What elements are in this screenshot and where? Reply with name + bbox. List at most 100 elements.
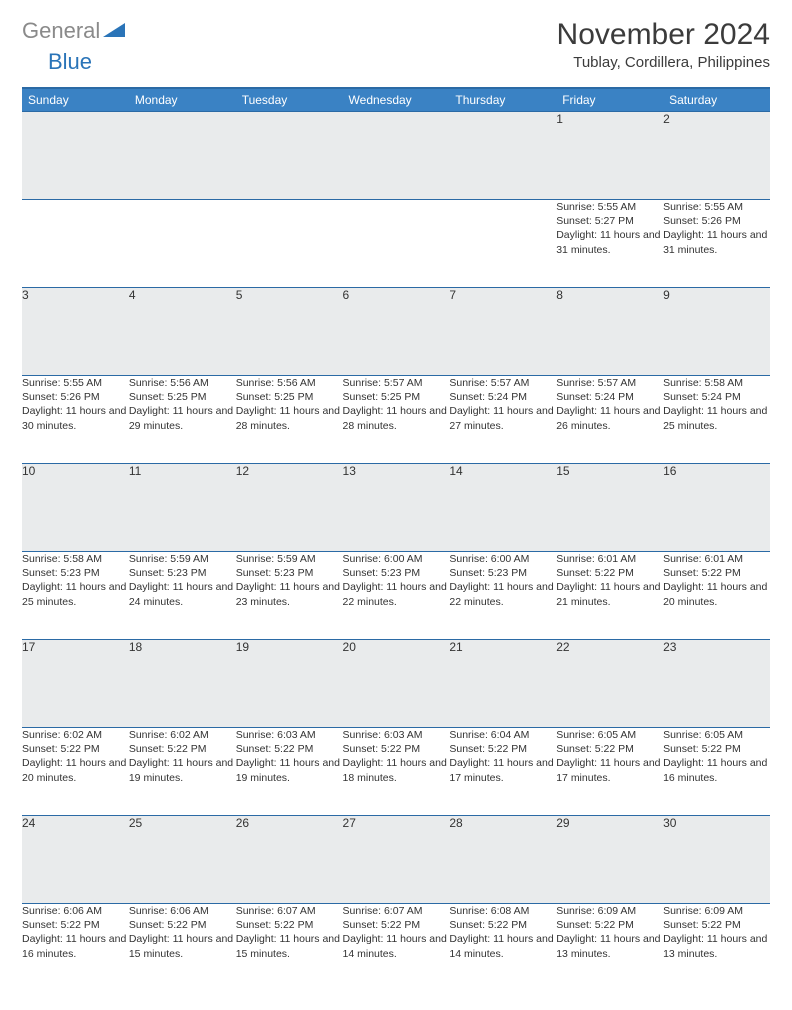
content-row: Sunrise: 5:55 AMSunset: 5:27 PMDaylight:… [22, 200, 770, 288]
sunrise-line: Sunrise: 5:56 AM [129, 376, 236, 390]
sunrise-line: Sunrise: 6:07 AM [236, 904, 343, 918]
day-number-cell: 5 [236, 288, 343, 376]
day-content-cell: Sunrise: 5:56 AMSunset: 5:25 PMDaylight:… [236, 376, 343, 464]
sunset-line: Sunset: 5:23 PM [343, 566, 450, 580]
daylight-line: Daylight: 11 hours and 15 minutes. [236, 932, 343, 960]
sunset-line: Sunset: 5:22 PM [449, 918, 556, 932]
sunrise-line: Sunrise: 6:02 AM [22, 728, 129, 742]
day-content-cell: Sunrise: 6:07 AMSunset: 5:22 PMDaylight:… [343, 904, 450, 992]
sunrise-line: Sunrise: 6:02 AM [129, 728, 236, 742]
daynum-row: 10111213141516 [22, 464, 770, 552]
sunset-line: Sunset: 5:27 PM [556, 214, 663, 228]
sunrise-line: Sunrise: 6:06 AM [22, 904, 129, 918]
daylight-line: Daylight: 11 hours and 25 minutes. [663, 404, 770, 432]
day-content-cell: Sunrise: 6:03 AMSunset: 5:22 PMDaylight:… [236, 728, 343, 816]
day-number-cell: 26 [236, 816, 343, 904]
sunrise-line: Sunrise: 6:01 AM [556, 552, 663, 566]
day-number-cell: 30 [663, 816, 770, 904]
day-content-cell [449, 200, 556, 288]
weekday-sun: Sunday [22, 88, 129, 112]
daylight-line: Daylight: 11 hours and 17 minutes. [556, 756, 663, 784]
day-content-cell: Sunrise: 5:55 AMSunset: 5:26 PMDaylight:… [22, 376, 129, 464]
daylight-line: Daylight: 11 hours and 25 minutes. [22, 580, 129, 608]
sunset-line: Sunset: 5:22 PM [129, 918, 236, 932]
sunrise-line: Sunrise: 6:03 AM [343, 728, 450, 742]
daylight-line: Daylight: 11 hours and 27 minutes. [449, 404, 556, 432]
day-content-cell [343, 200, 450, 288]
daylight-line: Daylight: 11 hours and 15 minutes. [129, 932, 236, 960]
sunrise-line: Sunrise: 5:59 AM [129, 552, 236, 566]
sunset-line: Sunset: 5:23 PM [449, 566, 556, 580]
day-number-cell: 1 [556, 112, 663, 200]
day-number-cell: 20 [343, 640, 450, 728]
sunrise-line: Sunrise: 6:06 AM [129, 904, 236, 918]
sunrise-line: Sunrise: 6:00 AM [343, 552, 450, 566]
sunset-line: Sunset: 5:22 PM [22, 918, 129, 932]
sunset-line: Sunset: 5:24 PM [663, 390, 770, 404]
daylight-line: Daylight: 11 hours and 16 minutes. [663, 756, 770, 784]
sunrise-line: Sunrise: 6:09 AM [556, 904, 663, 918]
sunset-line: Sunset: 5:25 PM [343, 390, 450, 404]
day-number-cell: 28 [449, 816, 556, 904]
day-content-cell: Sunrise: 6:02 AMSunset: 5:22 PMDaylight:… [129, 728, 236, 816]
sunset-line: Sunset: 5:22 PM [343, 742, 450, 756]
day-content-cell: Sunrise: 6:00 AMSunset: 5:23 PMDaylight:… [449, 552, 556, 640]
sunrise-line: Sunrise: 5:56 AM [236, 376, 343, 390]
logo-triangle-icon [103, 21, 125, 42]
sunrise-line: Sunrise: 5:58 AM [663, 376, 770, 390]
day-content-cell: Sunrise: 6:06 AMSunset: 5:22 PMDaylight:… [129, 904, 236, 992]
daylight-line: Daylight: 11 hours and 30 minutes. [22, 404, 129, 432]
daylight-line: Daylight: 11 hours and 14 minutes. [449, 932, 556, 960]
day-content-cell: Sunrise: 5:58 AMSunset: 5:24 PMDaylight:… [663, 376, 770, 464]
sunset-line: Sunset: 5:24 PM [449, 390, 556, 404]
logo: General [22, 18, 127, 44]
day-number-cell: 27 [343, 816, 450, 904]
day-number-cell: 18 [129, 640, 236, 728]
sunset-line: Sunset: 5:25 PM [129, 390, 236, 404]
sunset-line: Sunset: 5:22 PM [556, 742, 663, 756]
daynum-row: 24252627282930 [22, 816, 770, 904]
sunset-line: Sunset: 5:22 PM [343, 918, 450, 932]
day-number-cell: 16 [663, 464, 770, 552]
day-number-cell [449, 112, 556, 200]
day-number-cell: 25 [129, 816, 236, 904]
title-block: November 2024 Tublay, Cordillera, Philip… [557, 18, 770, 71]
sunset-line: Sunset: 5:22 PM [236, 742, 343, 756]
daylight-line: Daylight: 11 hours and 13 minutes. [663, 932, 770, 960]
content-row: Sunrise: 5:58 AMSunset: 5:23 PMDaylight:… [22, 552, 770, 640]
day-content-cell: Sunrise: 6:02 AMSunset: 5:22 PMDaylight:… [22, 728, 129, 816]
weekday-tue: Tuesday [236, 88, 343, 112]
day-content-cell: Sunrise: 6:01 AMSunset: 5:22 PMDaylight:… [556, 552, 663, 640]
day-content-cell [129, 200, 236, 288]
day-number-cell: 14 [449, 464, 556, 552]
day-number-cell: 21 [449, 640, 556, 728]
day-number-cell: 4 [129, 288, 236, 376]
day-number-cell: 23 [663, 640, 770, 728]
sunset-line: Sunset: 5:22 PM [129, 742, 236, 756]
day-number-cell: 29 [556, 816, 663, 904]
sunrise-line: Sunrise: 6:07 AM [343, 904, 450, 918]
sunset-line: Sunset: 5:23 PM [236, 566, 343, 580]
sunset-line: Sunset: 5:24 PM [556, 390, 663, 404]
day-content-cell: Sunrise: 5:59 AMSunset: 5:23 PMDaylight:… [129, 552, 236, 640]
daynum-row: 3456789 [22, 288, 770, 376]
daylight-line: Daylight: 11 hours and 21 minutes. [556, 580, 663, 608]
daylight-line: Daylight: 11 hours and 13 minutes. [556, 932, 663, 960]
sunrise-line: Sunrise: 5:55 AM [22, 376, 129, 390]
day-content-cell: Sunrise: 6:07 AMSunset: 5:22 PMDaylight:… [236, 904, 343, 992]
sunrise-line: Sunrise: 6:04 AM [449, 728, 556, 742]
daylight-line: Daylight: 11 hours and 16 minutes. [22, 932, 129, 960]
day-content-cell: Sunrise: 5:55 AMSunset: 5:27 PMDaylight:… [556, 200, 663, 288]
logo-word1: General [22, 18, 100, 44]
day-number-cell: 19 [236, 640, 343, 728]
content-row: Sunrise: 5:55 AMSunset: 5:26 PMDaylight:… [22, 376, 770, 464]
day-number-cell: 13 [343, 464, 450, 552]
sunrise-line: Sunrise: 6:05 AM [663, 728, 770, 742]
day-number-cell: 24 [22, 816, 129, 904]
daylight-line: Daylight: 11 hours and 29 minutes. [129, 404, 236, 432]
day-number-cell: 3 [22, 288, 129, 376]
daynum-row: 17181920212223 [22, 640, 770, 728]
daylight-line: Daylight: 11 hours and 19 minutes. [236, 756, 343, 784]
sunset-line: Sunset: 5:22 PM [663, 566, 770, 580]
location: Tublay, Cordillera, Philippines [557, 54, 770, 71]
